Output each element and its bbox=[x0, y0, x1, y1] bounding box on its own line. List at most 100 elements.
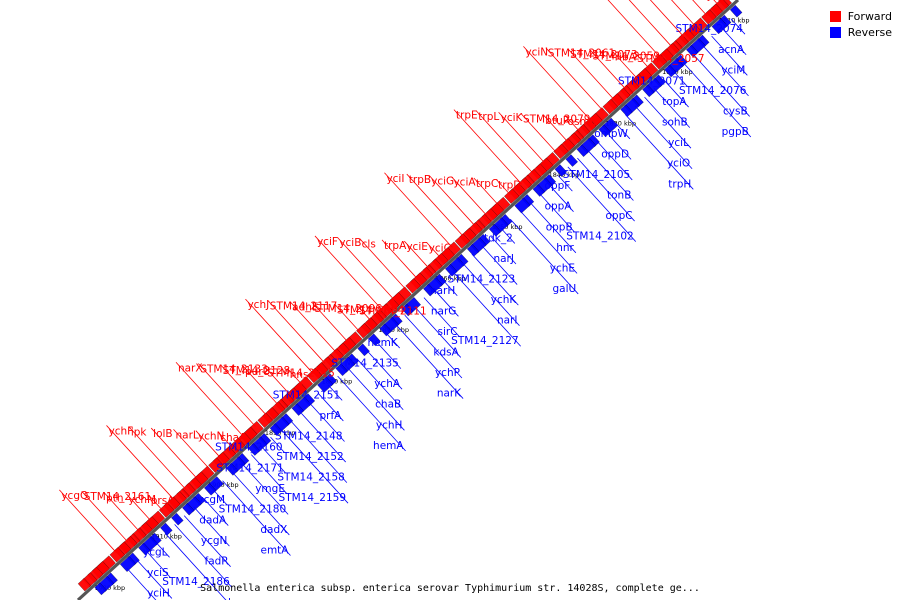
tick-label: 1920 kbp bbox=[95, 584, 126, 592]
reverse-gene-label: emtA bbox=[260, 544, 289, 556]
reverse-gene-leader bbox=[231, 471, 290, 536]
forward-gene-leader bbox=[220, 364, 268, 417]
reverse-gene-label: narK bbox=[437, 388, 462, 400]
reverse-gene-leader bbox=[625, 114, 694, 190]
reverse-gene-arrow bbox=[711, 18, 728, 35]
reverse-gene-arrow bbox=[119, 555, 137, 572]
forward-gene-label: STM14_2057 bbox=[637, 53, 704, 65]
reverse-gene-label: yciM bbox=[721, 64, 745, 76]
reverse-gene-label: tdk_2 bbox=[484, 232, 513, 244]
reverse-gene-leader bbox=[356, 358, 404, 411]
forward-gene-label: STM14_2073 bbox=[570, 49, 637, 61]
reverse-gene-arrow bbox=[225, 463, 239, 476]
legend-reverse: Reverse bbox=[829, 24, 892, 40]
reverse-gene-leader bbox=[519, 210, 578, 274]
reverse-gene-label: STM14_2071 bbox=[618, 76, 685, 88]
reverse-gene-leader bbox=[222, 480, 291, 556]
forward-gene-leader bbox=[545, 47, 604, 111]
forward-gene-label: STM14_2061 bbox=[548, 48, 615, 60]
reverse-gene-label: chaB bbox=[375, 399, 401, 411]
reverse-gene-label: fadR bbox=[205, 556, 229, 568]
forward-gene-leader bbox=[404, 240, 430, 269]
reverse-gene-label: ychA bbox=[374, 378, 401, 390]
reverse-gene-label: STM14_2158 bbox=[277, 472, 344, 484]
reverse-gene-leader bbox=[375, 340, 402, 369]
reverse-gene-leader bbox=[212, 489, 228, 506]
forward-gene-label: ycgO bbox=[61, 490, 88, 502]
reverse-gene-label: STM14_2102 bbox=[566, 231, 633, 243]
reverse-gene-label: ychP bbox=[435, 367, 460, 379]
reverse-gene-arrow bbox=[423, 283, 436, 297]
forward-gene-label: yciK bbox=[501, 112, 524, 124]
forward-gene-leader bbox=[81, 490, 129, 543]
reverse-gene-leader bbox=[394, 323, 464, 399]
forward-gene-label: STM14_2079 bbox=[523, 114, 590, 126]
tick-label: 1870 kbp bbox=[378, 326, 409, 334]
forward-gene-label: STM14_2128 bbox=[223, 365, 290, 377]
reverse-gene-leader bbox=[653, 88, 691, 128]
forward-gene-leader bbox=[713, 0, 720, 6]
forward-gene-label: lolB bbox=[153, 428, 172, 440]
reverse-gene-leader bbox=[155, 541, 170, 558]
forward-gene-leader bbox=[495, 179, 511, 196]
reverse-gene-label: oppA bbox=[545, 201, 573, 213]
reverse-gene-leader bbox=[462, 262, 520, 326]
forward-gene-arrow bbox=[208, 457, 224, 473]
reverse-gene-leader bbox=[164, 532, 227, 600]
forward-gene-label: ycjE bbox=[707, 0, 729, 2]
forward-gene-leader bbox=[649, 0, 685, 38]
forward-gene-label: hns bbox=[290, 369, 309, 381]
reverse-gene-leader bbox=[692, 53, 750, 117]
tick-label: 1910 kbp bbox=[151, 532, 182, 540]
reverse-gene-leader bbox=[423, 297, 460, 338]
forward-gene-leader bbox=[103, 492, 140, 533]
reverse-gene-label: pgpB bbox=[722, 126, 749, 138]
reverse-gene-leader bbox=[730, 18, 746, 35]
forward-gene-leader bbox=[59, 489, 117, 554]
reverse-gene-leader bbox=[346, 367, 405, 431]
forward-gene-leader bbox=[634, 52, 650, 69]
forward-gene-leader bbox=[543, 114, 569, 143]
reverse-gene-leader bbox=[605, 131, 632, 160]
forward-gene-label: trpD bbox=[498, 179, 521, 191]
forward-gene-arrow bbox=[602, 98, 619, 115]
forward-gene-leader bbox=[334, 304, 361, 332]
reverse-gene-label: prfA bbox=[319, 410, 342, 422]
forward-gene-leader bbox=[148, 494, 164, 511]
forward-gene-leader bbox=[453, 109, 523, 185]
forward-gene-arrow bbox=[109, 547, 125, 563]
reverse-gene-label: sirC bbox=[438, 326, 458, 338]
forward-gene-leader bbox=[312, 302, 349, 343]
reverse-gene-arrow bbox=[729, 4, 743, 18]
forward-gene-label: trpA bbox=[384, 240, 407, 252]
reverse-gene-label: STM14_2127 bbox=[451, 335, 518, 347]
reverse-gene-label: STM14_2151 bbox=[273, 389, 340, 401]
forward-gene-leader bbox=[498, 111, 546, 164]
backbone-line bbox=[76, 0, 740, 600]
reverse-gene-label: galU bbox=[553, 283, 577, 295]
forward-gene-leader bbox=[356, 305, 372, 322]
reverse-gene-label: ychE bbox=[550, 262, 575, 274]
reverse-gene-label: cysB bbox=[723, 105, 748, 117]
forward-gene-leader bbox=[128, 426, 187, 490]
reverse-gene-arrow bbox=[401, 303, 414, 317]
reverse-gene-leader bbox=[298, 410, 346, 463]
reverse-gene-leader bbox=[673, 70, 688, 87]
reverse-gene-leader bbox=[490, 236, 517, 265]
reverse-gene-arrow bbox=[565, 154, 578, 167]
forward-gene-label: yciG bbox=[431, 175, 454, 187]
reverse-gene-leader bbox=[663, 79, 689, 108]
reverse-gene-arrow bbox=[514, 197, 531, 214]
forward-gene-leader bbox=[612, 51, 638, 80]
reverse-gene-leader bbox=[308, 402, 345, 442]
forward-gene-label: purU bbox=[245, 366, 270, 378]
forward-gene-arrow bbox=[257, 412, 273, 428]
forward-gene-arrow bbox=[553, 143, 569, 160]
forward-gene-label: yciF bbox=[317, 236, 338, 248]
forward-gene-arrow bbox=[158, 502, 175, 518]
forward-gene-label: prsA bbox=[151, 495, 175, 507]
reverse-gene-arrow bbox=[269, 423, 283, 436]
reverse-gene-arrow bbox=[379, 323, 392, 337]
reverse-gene-leader bbox=[404, 314, 463, 379]
forward-gene-label: osmB bbox=[568, 116, 597, 128]
